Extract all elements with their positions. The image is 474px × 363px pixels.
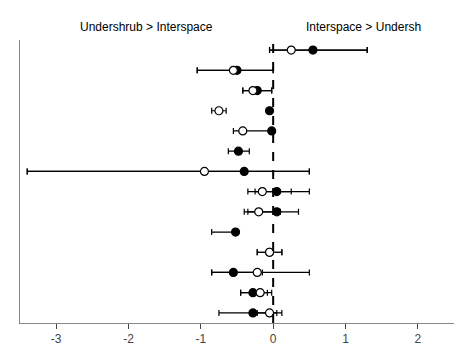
svg-text:Undershrub > Interspace: Undershrub > Interspace	[80, 20, 213, 34]
svg-text:-1: -1	[195, 332, 206, 346]
svg-text:1: 1	[342, 332, 349, 346]
svg-text:Interspace > Undersh: Interspace > Undersh	[306, 20, 421, 34]
svg-text:-3: -3	[51, 332, 62, 346]
svg-text:-2: -2	[123, 332, 134, 346]
svg-text:2: 2	[414, 332, 421, 346]
svg-text:0: 0	[270, 332, 277, 346]
